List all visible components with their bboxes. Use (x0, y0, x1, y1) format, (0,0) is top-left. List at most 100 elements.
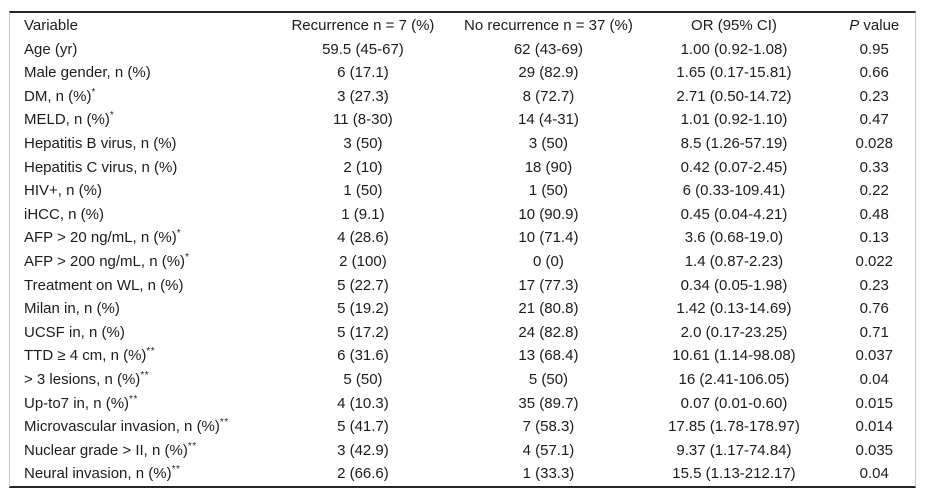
no-recurrence-cell: 0 (0) (533, 252, 564, 270)
recurrence-cell: 4 (10.3) (337, 394, 389, 412)
variable-cell: Age (yr) (24, 40, 78, 58)
footnote-marker: * (109, 110, 115, 122)
recurrence-cell: 5 (41.7) (337, 418, 389, 436)
table-header-row: Variable Recurrence n = 7 (%) No recurre… (10, 14, 915, 38)
or-ci-cell: 0.45 (0.04-4.21) (680, 205, 788, 223)
variable-cell: Hepatitis C virus, n (%) (24, 158, 178, 176)
column-header-p-value: P value (834, 14, 915, 38)
table-row: UCSF in, n (%) 5 (17.2) 24 (82.8) 2.0 (0… (10, 321, 915, 345)
recurrence-cell: 2 (100) (339, 252, 387, 270)
p-value-cell: 0.71 (859, 323, 889, 341)
p-value-cell: 0.23 (859, 276, 889, 294)
p-value-cell: 0.04 (859, 465, 889, 483)
recurrence-cell: 59.5 (45-67) (322, 40, 404, 58)
column-header-no-recurrence: No recurrence n = 37 (%) (464, 17, 633, 34)
or-ci-cell: 8.5 (1.26-57.19) (680, 134, 788, 152)
p-value-cell: 0.22 (859, 182, 889, 200)
no-recurrence-cell: 3 (50) (528, 134, 569, 152)
footnote-marker: ** (171, 464, 181, 476)
recurrence-cell: 6 (17.1) (337, 64, 389, 82)
column-header-or-ci: OR (95% CI) (691, 17, 777, 34)
footnote-marker: * (185, 251, 190, 263)
table-row: Male gender, n (%) 6 (17.1) 29 (82.9) 1.… (10, 61, 915, 85)
footnote-marker: ** (187, 440, 197, 452)
variable-cell: UCSF in, n (%) (24, 323, 125, 341)
or-ci-cell: 10.61 (1.14-98.08) (672, 347, 796, 365)
data-table: Variable Recurrence n = 7 (%) No recurre… (10, 14, 915, 486)
p-value-cell: 0.022 (855, 252, 894, 270)
p-word: value (859, 17, 900, 34)
table-row: Microvascular invasion, n (%)** 5 (41.7)… (10, 415, 915, 439)
p-symbol: P (849, 17, 860, 34)
recurrence-cell: 1 (50) (343, 182, 383, 200)
variable-cell: Up-to7 in, n (%)** (24, 393, 138, 412)
table-row: HIV+, n (%) 1 (50) 1 (50) 6 (0.33-109.41… (10, 179, 915, 203)
p-value-cell: 0.33 (859, 158, 889, 176)
no-recurrence-cell: 7 (58.3) (522, 418, 575, 436)
no-recurrence-cell: 35 (89.7) (518, 394, 579, 412)
p-value-cell: 0.48 (859, 205, 889, 223)
no-recurrence-cell: 18 (90) (524, 158, 573, 176)
no-recurrence-cell: 24 (82.8) (518, 323, 579, 341)
footnote-marker: ** (140, 369, 150, 381)
no-recurrence-cell: 17 (77.3) (518, 276, 579, 294)
table-row: TTD ≥ 4 cm, n (%)** 6 (31.6) 13 (68.4) 1… (10, 344, 915, 368)
table-row: Up-to7 in, n (%)** 4 (10.3) 35 (89.7) 0.… (10, 392, 915, 416)
variable-cell: Neural invasion, n (%)** (24, 464, 181, 483)
table-row: Treatment on WL, n (%) 5 (22.7) 17 (77.3… (10, 274, 915, 298)
recurrence-cell: 5 (50) (343, 370, 383, 388)
no-recurrence-cell: 4 (57.1) (522, 441, 575, 459)
footnote-marker: ** (146, 346, 156, 358)
or-ci-cell: 9.37 (1.17-74.84) (676, 441, 792, 459)
recurrence-cell: 5 (17.2) (337, 323, 389, 341)
table-row: Nuclear grade > II, n (%)** 3 (42.9) 4 (… (10, 439, 915, 463)
recurrence-cell: 3 (42.9) (337, 441, 389, 459)
table-row: > 3 lesions, n (%)** 5 (50) 5 (50) 16 (2… (10, 368, 915, 392)
or-ci-cell: 1.00 (0.92-1.08) (680, 40, 788, 58)
or-ci-cell: 0.34 (0.05-1.98) (680, 276, 788, 294)
or-ci-cell: 3.6 (0.68-19.0) (684, 229, 784, 247)
footnote-marker: * (91, 86, 96, 98)
column-header-recurrence: Recurrence n = 7 (%) (291, 17, 435, 34)
recurrence-cell: 2 (10) (343, 158, 383, 176)
or-ci-cell: 1.65 (0.17-15.81) (676, 64, 792, 82)
p-value-cell: 0.015 (855, 394, 894, 412)
variable-cell: Microvascular invasion, n (%)** (24, 417, 229, 436)
or-ci-cell: 1.01 (0.92-1.10) (680, 111, 788, 129)
table-row: iHCC, n (%) 1 (9.1) 10 (90.9) 0.45 (0.04… (10, 203, 915, 227)
no-recurrence-cell: 5 (50) (528, 370, 569, 388)
p-value-cell: 0.028 (855, 134, 894, 152)
variable-cell: Treatment on WL, n (%) (24, 276, 184, 294)
p-value-cell: 0.13 (859, 229, 889, 247)
table-row: Hepatitis C virus, n (%) 2 (10) 18 (90) … (10, 156, 915, 180)
p-value-cell: 0.95 (859, 40, 889, 58)
variable-cell: AFP > 20 ng/mL, n (%)* (24, 228, 182, 247)
variable-cell: Milan in, n (%) (24, 300, 120, 318)
no-recurrence-cell: 8 (72.7) (522, 87, 575, 105)
recurrence-cell: 3 (50) (343, 134, 383, 152)
p-value-cell: 0.76 (859, 300, 889, 318)
p-value-cell: 0.037 (855, 347, 894, 365)
footnote-marker: * (176, 228, 182, 240)
table-row: AFP > 200 ng/mL, n (%)* 2 (100) 0 (0) 1.… (10, 250, 915, 274)
table-row: MELD, n (%)* 11 (8-30) 14 (4-31) 1.01 (0… (10, 108, 915, 132)
p-value-cell: 0.014 (855, 418, 894, 436)
table-row: Milan in, n (%) 5 (19.2) 21 (80.8) 1.42 … (10, 297, 915, 321)
or-ci-cell: 0.42 (0.07-2.45) (680, 158, 788, 176)
variable-cell: Nuclear grade > II, n (%)** (24, 440, 197, 459)
column-header-variable: Variable (24, 17, 78, 34)
recurrence-cell: 4 (28.6) (337, 229, 389, 247)
or-ci-cell: 2.71 (0.50-14.72) (676, 87, 792, 105)
recurrence-cell: 3 (27.3) (337, 87, 389, 105)
no-recurrence-cell: 1 (33.3) (522, 465, 575, 483)
p-value-cell: 0.04 (859, 370, 889, 388)
recurrence-cell: 5 (19.2) (337, 300, 389, 318)
no-recurrence-cell: 21 (80.8) (518, 300, 579, 318)
variable-cell: Male gender, n (%) (24, 64, 151, 82)
variable-cell: TTD ≥ 4 cm, n (%)** (24, 346, 156, 365)
table-row: Hepatitis B virus, n (%) 3 (50) 3 (50) 8… (10, 132, 915, 156)
variable-cell: AFP > 200 ng/mL, n (%)* (24, 251, 190, 270)
no-recurrence-cell: 62 (43-69) (513, 40, 584, 58)
table-row: Neural invasion, n (%)** 2 (66.6) 1 (33.… (10, 462, 915, 486)
p-value-cell: 0.47 (859, 111, 889, 129)
